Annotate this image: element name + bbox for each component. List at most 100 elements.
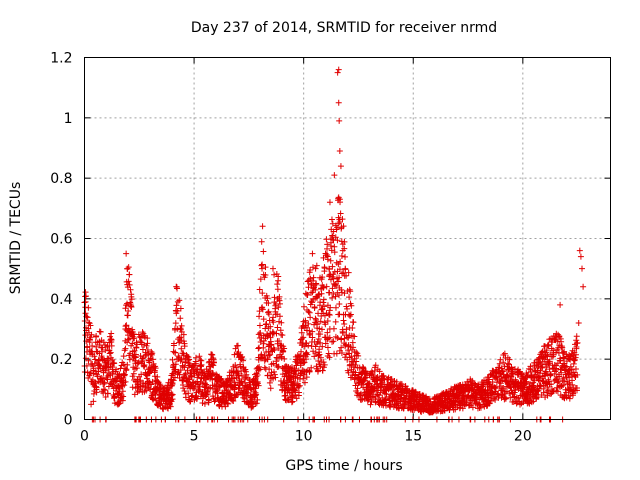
data-point xyxy=(266,379,273,386)
data-point xyxy=(253,400,260,407)
data-point xyxy=(329,263,336,270)
data-point xyxy=(119,388,126,395)
data-point xyxy=(194,378,201,385)
data-point xyxy=(168,392,175,399)
data-point xyxy=(88,401,95,408)
data-point xyxy=(558,383,565,390)
x-tick-label: 20 xyxy=(514,429,532,445)
data-point xyxy=(256,366,263,373)
data-point xyxy=(454,386,461,393)
data-point xyxy=(288,374,295,381)
data-point xyxy=(326,311,333,318)
data-point xyxy=(383,399,390,406)
x-tick-label: 0 xyxy=(80,429,89,445)
data-point xyxy=(342,265,349,272)
data-point xyxy=(336,274,343,281)
data-point xyxy=(157,402,164,409)
data-point xyxy=(313,262,320,269)
data-point xyxy=(187,398,194,405)
data-point xyxy=(93,389,100,396)
data-point xyxy=(274,281,281,288)
data-point xyxy=(321,268,328,275)
data-point xyxy=(169,381,176,388)
data-point xyxy=(115,400,122,407)
data-point xyxy=(102,394,109,401)
data-point xyxy=(288,399,295,406)
data-point xyxy=(271,371,278,378)
data-point xyxy=(311,353,318,360)
data-point xyxy=(92,333,99,340)
data-point xyxy=(558,338,565,345)
data-point xyxy=(82,355,89,362)
data-point xyxy=(108,330,115,337)
data-point xyxy=(128,304,135,311)
data-point xyxy=(255,382,262,389)
data-point xyxy=(340,269,347,276)
data-point xyxy=(113,366,120,373)
data-point xyxy=(355,352,362,359)
data-point xyxy=(553,366,560,373)
data-point xyxy=(259,265,266,272)
data-point xyxy=(546,366,553,373)
data-point xyxy=(324,318,331,325)
data-point xyxy=(254,396,261,403)
data-point xyxy=(91,353,98,360)
data-point xyxy=(177,367,184,374)
data-point xyxy=(144,340,151,347)
data-point xyxy=(339,216,346,223)
data-point xyxy=(149,350,156,357)
data-point xyxy=(243,371,250,378)
data-point xyxy=(192,354,199,361)
data-point xyxy=(300,375,307,382)
data-point xyxy=(333,226,340,233)
data-point xyxy=(295,353,302,360)
data-point xyxy=(330,325,337,332)
data-point xyxy=(116,400,123,407)
data-point xyxy=(141,361,148,368)
data-point xyxy=(571,357,578,364)
data-point xyxy=(150,360,157,367)
data-point xyxy=(341,238,348,245)
data-point xyxy=(170,342,177,349)
data-point xyxy=(506,356,513,363)
data-point xyxy=(501,396,508,403)
data-point xyxy=(185,390,192,397)
data-point xyxy=(386,402,393,409)
data-point xyxy=(99,375,106,382)
data-point xyxy=(256,308,263,315)
data-point xyxy=(561,348,568,355)
data-point xyxy=(325,311,332,318)
data-point xyxy=(174,285,181,292)
data-point xyxy=(342,253,349,260)
data-point xyxy=(142,352,149,359)
data-point xyxy=(276,300,283,307)
data-point xyxy=(180,374,187,381)
data-point xyxy=(380,373,387,380)
data-point xyxy=(336,311,343,318)
data-point xyxy=(274,286,281,293)
data-point xyxy=(305,320,312,327)
data-point xyxy=(108,342,115,349)
data-point xyxy=(176,375,183,382)
data-point xyxy=(217,376,224,383)
data-point xyxy=(204,391,211,398)
data-point xyxy=(125,325,132,332)
data-point xyxy=(265,300,272,307)
data-point xyxy=(218,375,225,382)
data-point xyxy=(196,353,203,360)
data-point xyxy=(537,367,544,374)
data-point xyxy=(102,387,109,394)
data-point xyxy=(239,353,246,360)
data-point xyxy=(258,238,265,245)
data-point xyxy=(331,243,338,250)
data-point xyxy=(113,377,120,384)
data-point xyxy=(139,357,146,364)
data-point xyxy=(222,403,229,410)
data-point xyxy=(500,368,507,375)
data-point xyxy=(110,359,117,366)
data-point xyxy=(180,338,187,345)
data-point xyxy=(336,148,343,155)
data-point xyxy=(341,335,348,342)
data-point xyxy=(261,364,268,371)
data-point xyxy=(234,391,241,398)
